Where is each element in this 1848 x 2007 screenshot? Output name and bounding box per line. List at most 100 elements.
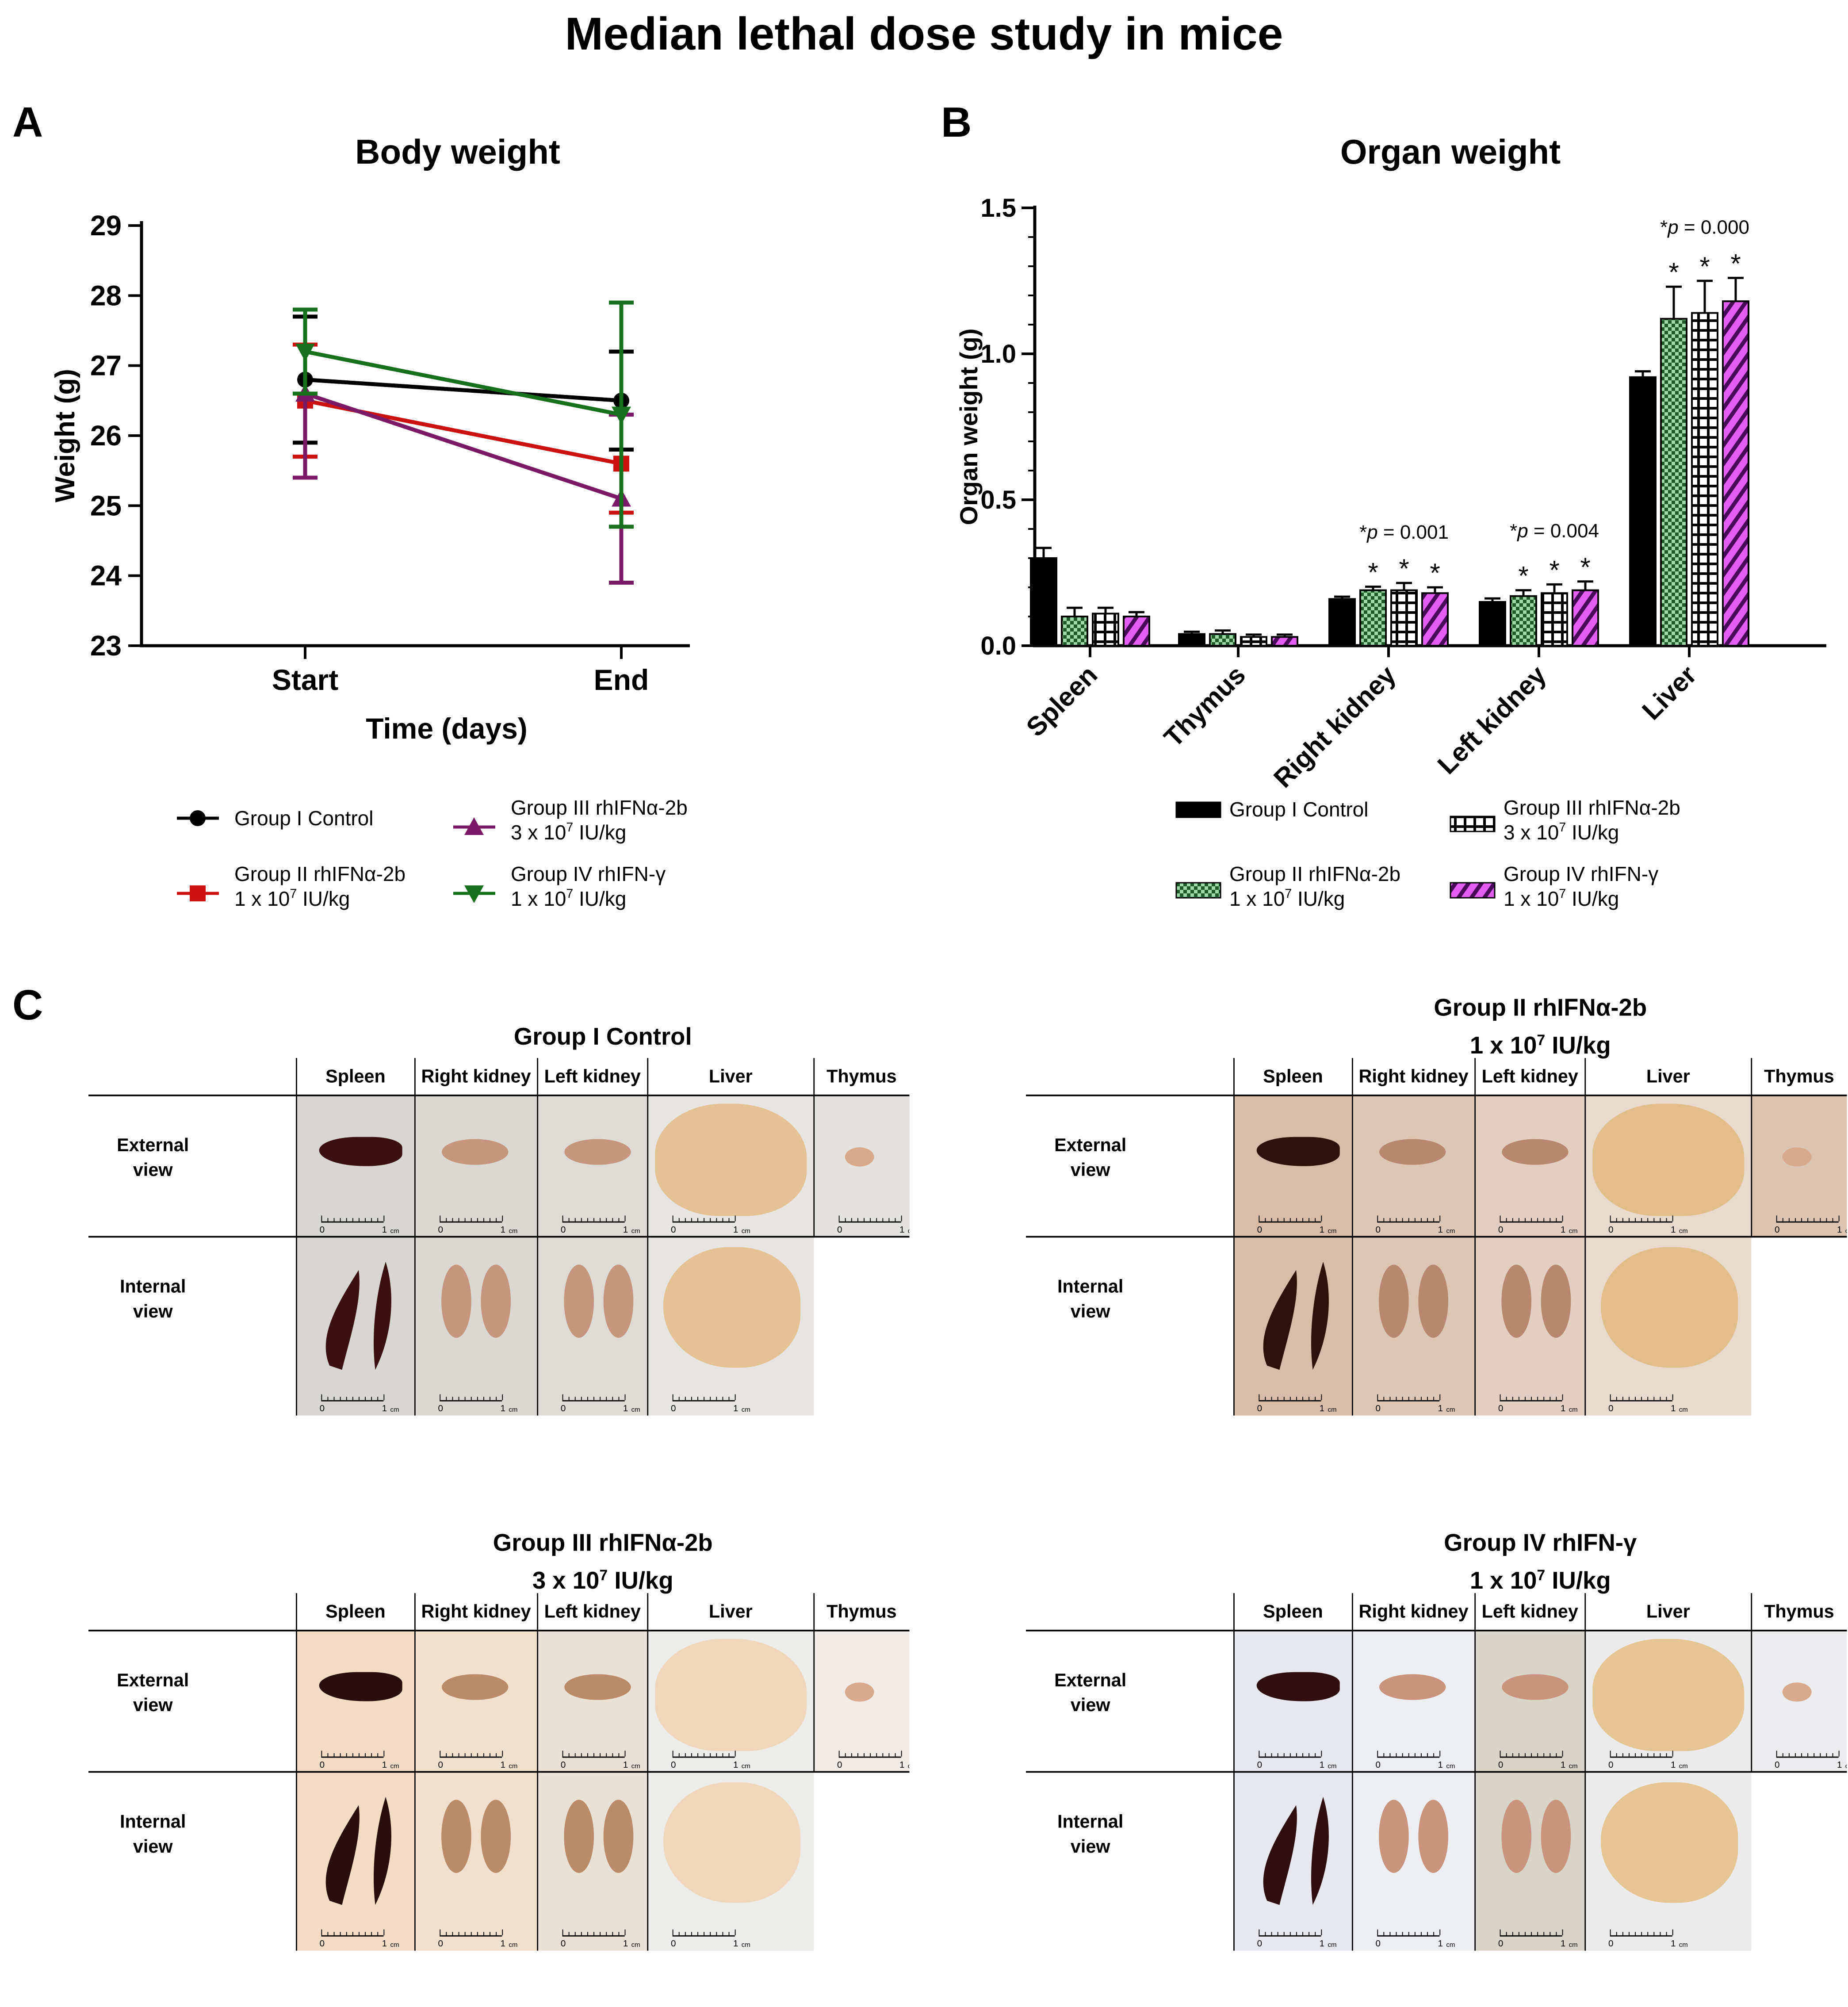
p-symbol: p xyxy=(1366,521,1377,543)
scale-one-label: 1 xyxy=(1438,1759,1443,1770)
p-star: * xyxy=(1359,521,1367,543)
table-divider xyxy=(88,1094,910,1096)
row-header-internal: Internal view xyxy=(1057,1811,1124,1857)
spleen-internal-shape xyxy=(1263,1796,1329,1905)
scale-one-label: 1 xyxy=(733,1759,738,1770)
scale-bar xyxy=(321,1394,385,1402)
column-divider xyxy=(1351,1593,1353,1951)
scale-unit-label: cm xyxy=(741,1941,750,1949)
column-header: Liver xyxy=(1646,1066,1690,1087)
scale-unit-label: cm xyxy=(390,1941,399,1949)
scale-bar xyxy=(1500,1215,1563,1223)
body-weight-chart: Body weight 23 24 25 26 27 28 29 Start End Time (d… xyxy=(50,132,690,910)
scale-zero-label: 0 xyxy=(319,1759,325,1770)
legend-label-exponent: 7 xyxy=(1285,887,1292,901)
legend-swatch xyxy=(1175,801,1221,818)
scale-one-label: 1 xyxy=(1837,1224,1842,1235)
table-divider xyxy=(1026,1629,1847,1632)
column-header: Spleen xyxy=(325,1066,386,1087)
scale-zero-label: 0 xyxy=(1257,1759,1263,1770)
scale-bar xyxy=(321,1929,385,1937)
group-title-line1: Group I Control xyxy=(513,1023,692,1050)
organ-weight-chart: Organ weight 0.0 0.5 1.0 1.5 Organ weight (g)… xyxy=(955,132,1826,910)
legend-label-exponent: 7 xyxy=(566,820,573,835)
legend-label-line2: 1 x 107 IU/kg xyxy=(234,887,350,910)
legend-label-line1: Group I Control xyxy=(234,807,373,830)
y-tick-label: 26 xyxy=(90,420,122,452)
significance-star: * xyxy=(1399,554,1409,583)
group-title-line2: 3 x 107 IU/kg xyxy=(296,1559,910,1597)
legend-label-line2: 3 x 107 IU/kg xyxy=(1504,820,1619,844)
scale-zero-label: 0 xyxy=(1257,1403,1263,1413)
scale-bar xyxy=(562,1215,626,1223)
legend-label-dose: 1 x 10 xyxy=(511,887,566,910)
scale-bar xyxy=(1610,1750,1673,1758)
p-value: = 0.004 xyxy=(1528,520,1599,542)
legend-label-line1: Group II rhIFNα-2b xyxy=(1229,862,1400,885)
legend-item-2: Group II rhIFNα-2b1 x 107 IU/kg xyxy=(1175,862,1400,910)
scale-bar xyxy=(562,1929,626,1937)
scale-one-label: 1 xyxy=(1670,1224,1676,1235)
legend-label-exponent: 7 xyxy=(1559,887,1566,901)
table-divider xyxy=(1026,1771,1847,1773)
table-divider xyxy=(88,1236,910,1238)
line-series-4 xyxy=(293,300,634,529)
column-header: Right kidney xyxy=(421,1601,531,1622)
legend-label-line2: 3 x 107 IU/kg xyxy=(511,820,626,844)
bar-series-3: * ** xyxy=(1092,252,1718,647)
dose-exponent: 7 xyxy=(1537,1031,1546,1049)
p-symbol: p xyxy=(1516,520,1528,542)
scale-unit-label: cm xyxy=(1679,1762,1688,1770)
scale-zero-label: 0 xyxy=(837,1759,842,1770)
group-title: Group III rhIFNα-2b 3 x 107 IU/kg xyxy=(296,1527,910,1597)
column-header: Thymus xyxy=(826,1601,897,1622)
column-divider xyxy=(1584,1058,1586,1416)
kidney-internal-shape xyxy=(1379,1800,1449,1873)
legend-label-exponent: 7 xyxy=(566,887,573,901)
scale-bar xyxy=(1259,1394,1322,1402)
kidney-external-photo xyxy=(442,1139,509,1165)
table-divider xyxy=(88,1629,910,1632)
scale-one-label: 1 xyxy=(1670,1759,1676,1770)
column-divider xyxy=(296,1058,297,1416)
data-point xyxy=(295,344,315,361)
group-title: Group IV rhIFN-γ 1 x 107 IU/kg xyxy=(1234,1527,1847,1597)
legend-label-dose: 3 x 10 xyxy=(1504,821,1559,844)
scale-zero-label: 0 xyxy=(1608,1224,1614,1235)
scale-one-label: 1 xyxy=(382,1403,387,1413)
legend-label-line2: 1 x 107 IU/kg xyxy=(511,887,626,910)
scale-zero-label: 0 xyxy=(438,1938,444,1949)
organ-photo-cell: 0 1cm xyxy=(814,1095,910,1237)
column-header: Spleen xyxy=(1263,1066,1323,1087)
scale-bar xyxy=(1610,1394,1673,1402)
scale-one-label: 1 xyxy=(1837,1759,1842,1770)
scale-one-label: 1 xyxy=(899,1224,905,1235)
column-header: Thymus xyxy=(1764,1601,1834,1622)
row-header-external: External view xyxy=(1054,1670,1127,1716)
scale-one-label: 1 xyxy=(1438,1224,1443,1235)
scale-one-label: 1 xyxy=(733,1224,738,1235)
scale-one-label: 1 xyxy=(1319,1759,1325,1770)
bar xyxy=(1178,633,1205,647)
p-value: = 0.000 xyxy=(1679,216,1749,238)
kidney-external-photo xyxy=(564,1674,631,1700)
photo-table-group-2: Group II rhIFNα-2b 1 x 107 IU/kg Spleen Rig… xyxy=(1026,994,1847,1428)
p-value-annotation: *p = 0.001 xyxy=(1359,521,1449,543)
significance-star: * xyxy=(1368,558,1378,587)
bar xyxy=(1660,318,1687,647)
scale-zero-label: 0 xyxy=(319,1224,325,1235)
scale-bar xyxy=(838,1750,902,1758)
scale-unit-label: cm xyxy=(1569,1762,1578,1770)
bar xyxy=(1691,312,1718,647)
scale-one-label: 1 xyxy=(1560,1224,1566,1235)
column-divider xyxy=(647,1058,649,1416)
scale-one-label: 1 xyxy=(1319,1403,1325,1413)
legend-item-3: Group III rhIFNα-2b3 x 107 IU/kg xyxy=(1450,796,1680,844)
